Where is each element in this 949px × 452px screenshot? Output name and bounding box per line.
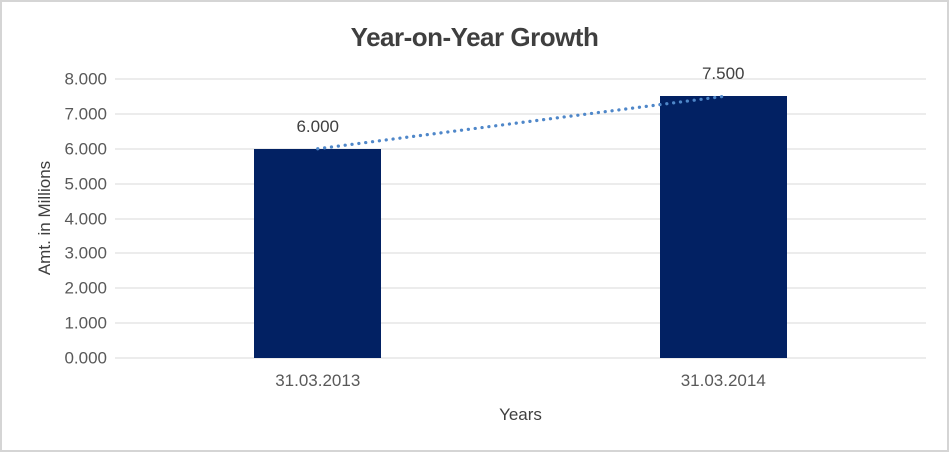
gridline [115,113,926,115]
gridline [115,218,926,219]
y-tick-label: 0.000 [64,348,107,368]
chart-title: Year-on-Year Growth [350,22,599,52]
trendline [316,94,725,151]
data-label: 7.500 [701,64,745,84]
y-tick-label: 4.000 [64,209,107,228]
y-tick-label: 5.000 [64,174,107,194]
bar [254,148,382,358]
gridline [115,287,926,289]
gridline [115,252,926,254]
x-tick-label: 31.03.2013 [275,371,361,390]
gridline [115,183,926,185]
gridline [115,357,926,359]
y-tick-label: 2.000 [64,278,107,298]
trendline-path [316,94,725,151]
y-tick-label: 8.000 [64,69,107,89]
bar [659,96,787,358]
gridline [115,322,926,324]
y-tick-label: 6.000 [64,139,107,159]
bar-series: 6.000 7.500 [115,64,926,358]
y-tick-label: 1.000 [64,313,107,333]
y-axis-tick-labels: 0.000 1.000 2.000 3.000 4.000 5.000 6.000 7.000… [22,71,107,367]
data-label: 6.000 [296,116,340,136]
gridline [115,78,926,80]
x-axis-title: Years [499,405,542,424]
y-tick-label: 3.000 [64,243,107,263]
x-tick-label: 31.03.2014 [680,371,766,390]
gridlines [115,78,926,359]
plot-area: 6.000 7.500 [115,64,926,359]
gridline [115,148,926,150]
x-axis-tick-labels: 31.03.2013 31.03.2014 [115,371,926,393]
y-tick-label: 7.000 [64,104,107,124]
